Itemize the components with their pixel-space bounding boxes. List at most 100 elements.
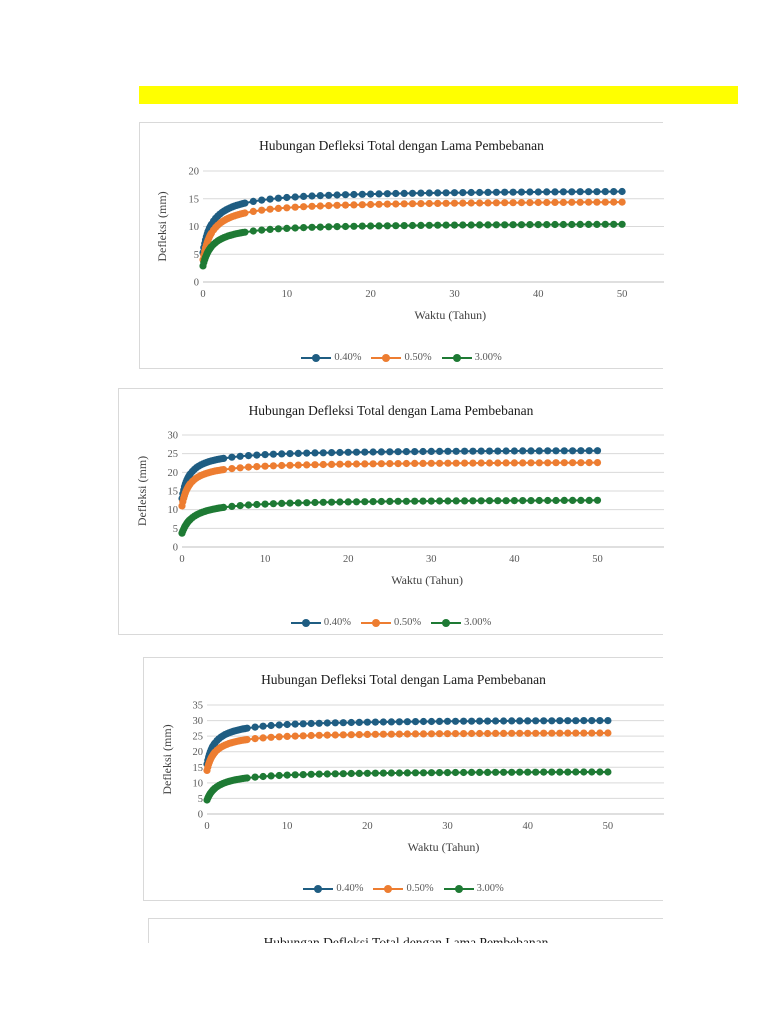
data-point: [411, 448, 419, 456]
data-point: [283, 204, 291, 212]
data-point: [355, 718, 363, 726]
data-point: [333, 191, 341, 199]
data-point: [425, 189, 433, 197]
x-tick-label: 0: [200, 289, 205, 300]
data-point: [344, 460, 352, 468]
data-point: [451, 768, 460, 777]
data-point: [286, 499, 294, 507]
data-point: [316, 192, 324, 200]
data-point: [461, 459, 469, 467]
data-point: [361, 498, 369, 506]
data-point: [267, 733, 275, 741]
data-point: [283, 720, 291, 729]
x-tick-label: 10: [260, 554, 271, 565]
data-point: [560, 447, 568, 455]
deflection-chart-3: Hubungan Defleksi Total dengan Lama Pemb…: [143, 657, 664, 901]
data-point: [526, 221, 534, 229]
data-point: [259, 722, 267, 730]
x-tick-label: 20: [362, 821, 373, 832]
data-point: [604, 729, 612, 737]
data-point: [618, 187, 626, 196]
data-point: [383, 200, 391, 208]
legend-label: 0.50%: [404, 352, 432, 363]
data-point: [461, 447, 469, 455]
data-point: [532, 768, 540, 776]
data-point: [386, 497, 394, 505]
data-point: [286, 461, 294, 469]
data-point: [494, 459, 502, 467]
data-point: [577, 459, 585, 467]
data-point: [344, 498, 352, 506]
data-point: [469, 447, 477, 455]
data-point: [502, 447, 510, 455]
data-point: [588, 768, 596, 776]
legend-item: 0.50%: [373, 883, 434, 894]
data-point: [427, 459, 435, 467]
data-point: [552, 496, 560, 505]
data-point: [244, 452, 253, 460]
data-point: [459, 199, 467, 207]
data-point: [355, 769, 363, 777]
data-point: [516, 729, 524, 737]
data-point: [564, 768, 572, 776]
series-line-3.00%: [202, 223, 623, 267]
data-point: [540, 717, 548, 725]
y-tick-label: 5: [198, 794, 203, 805]
data-point: [556, 717, 564, 725]
data-point: [328, 460, 336, 468]
chart-title: Hubungan Defleksi Total dengan Lama Pemb…: [261, 672, 546, 687]
data-point: [328, 449, 336, 457]
data-point: [363, 730, 371, 738]
page-bottom: [0, 943, 768, 1024]
data-point: [339, 770, 347, 778]
data-point: [451, 717, 460, 725]
data-point: [469, 459, 477, 467]
data-point: [392, 189, 400, 198]
data-point: [560, 459, 568, 467]
data-point: [492, 729, 500, 737]
x-tick-label: 10: [282, 289, 293, 300]
x-tick-label: 50: [603, 821, 614, 832]
data-point: [358, 201, 366, 209]
data-point: [425, 221, 433, 229]
data-point: [269, 500, 277, 508]
data-point: [443, 717, 452, 725]
data-point: [392, 200, 400, 208]
data-point: [519, 497, 527, 505]
data-point: [400, 200, 408, 208]
data-point: [355, 731, 363, 739]
data-point: [476, 199, 484, 207]
data-point: [386, 460, 394, 468]
data-point: [534, 188, 542, 196]
legend-item: 3.00%: [441, 352, 502, 363]
data-point: [274, 194, 282, 202]
data-point: [596, 768, 604, 776]
data-point: [243, 774, 251, 782]
data-point: [236, 452, 244, 460]
data-point: [394, 497, 402, 505]
y-axis-title: Defleksi (mm): [160, 724, 174, 794]
legend-item: 0.50%: [371, 352, 432, 363]
data-point: [261, 462, 269, 470]
y-tick-label: 20: [168, 468, 179, 479]
data-point: [220, 503, 228, 511]
data-point: [392, 222, 400, 230]
data-point: [371, 718, 379, 726]
data-point: [572, 717, 580, 725]
data-point: [266, 225, 274, 233]
data-point: [460, 717, 468, 725]
data-point: [468, 717, 476, 725]
data-point: [258, 196, 266, 204]
y-tick-label: 15: [189, 194, 200, 205]
data-point: [417, 189, 425, 197]
data-point: [379, 730, 387, 738]
data-point: [300, 192, 308, 200]
data-point: [494, 497, 502, 505]
data-point: [508, 729, 516, 737]
data-point: [509, 188, 517, 196]
y-tick-label: 0: [194, 278, 199, 289]
data-point: [484, 221, 492, 229]
data-point: [593, 459, 602, 467]
data-point: [517, 188, 526, 196]
data-point: [275, 721, 283, 729]
